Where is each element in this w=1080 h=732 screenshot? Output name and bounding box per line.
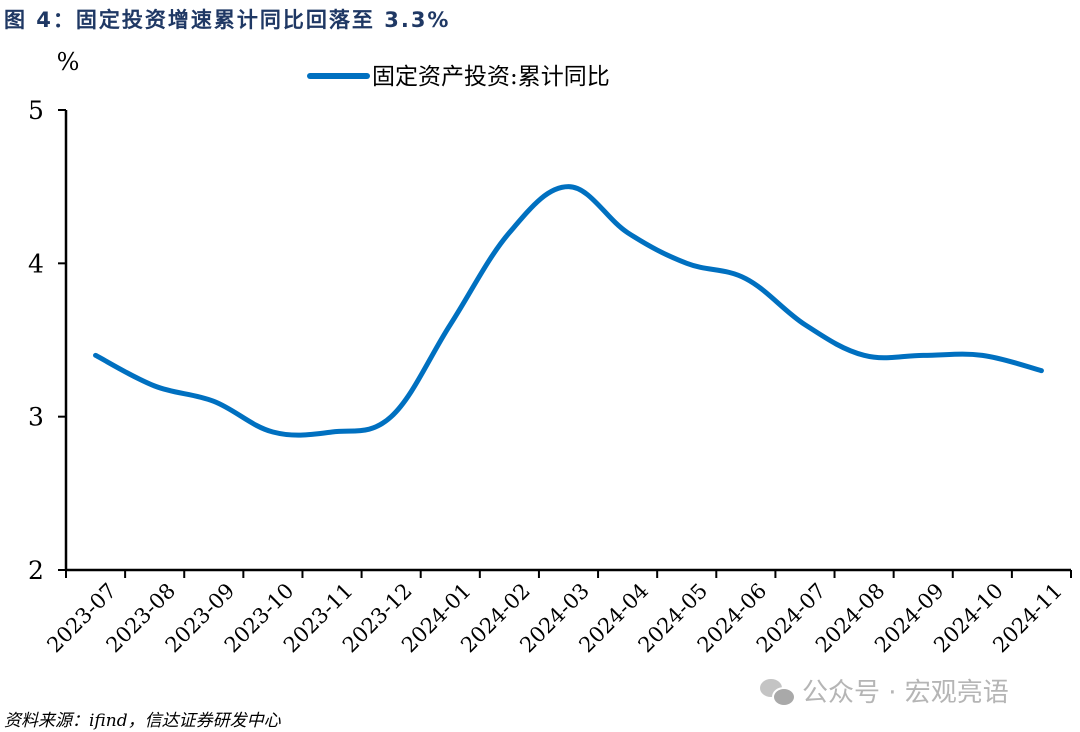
y-tick-label: 4	[28, 249, 44, 278]
watermark: 公众号 · 宏观亮语	[760, 672, 1009, 709]
line-chart: 2345%2023-072023-082023-092023-102023-11…	[28, 48, 1072, 657]
wechat-icon	[760, 677, 796, 707]
source-note: 资料来源：ifind，信达证券研发中心	[4, 711, 281, 731]
y-tick-label: 3	[28, 403, 44, 432]
y-tick-label: 2	[28, 556, 44, 585]
watermark-text: 公众号 · 宏观亮语	[802, 678, 1009, 708]
series-line	[93, 184, 1044, 438]
figure-title: 图 4：固定投资增速累计同比回落至 3.3%	[4, 8, 451, 32]
y-axis-unit: %	[57, 48, 80, 76]
legend-label: 固定资产投资:累计同比	[372, 64, 610, 90]
y-tick-label: 5	[28, 96, 44, 125]
